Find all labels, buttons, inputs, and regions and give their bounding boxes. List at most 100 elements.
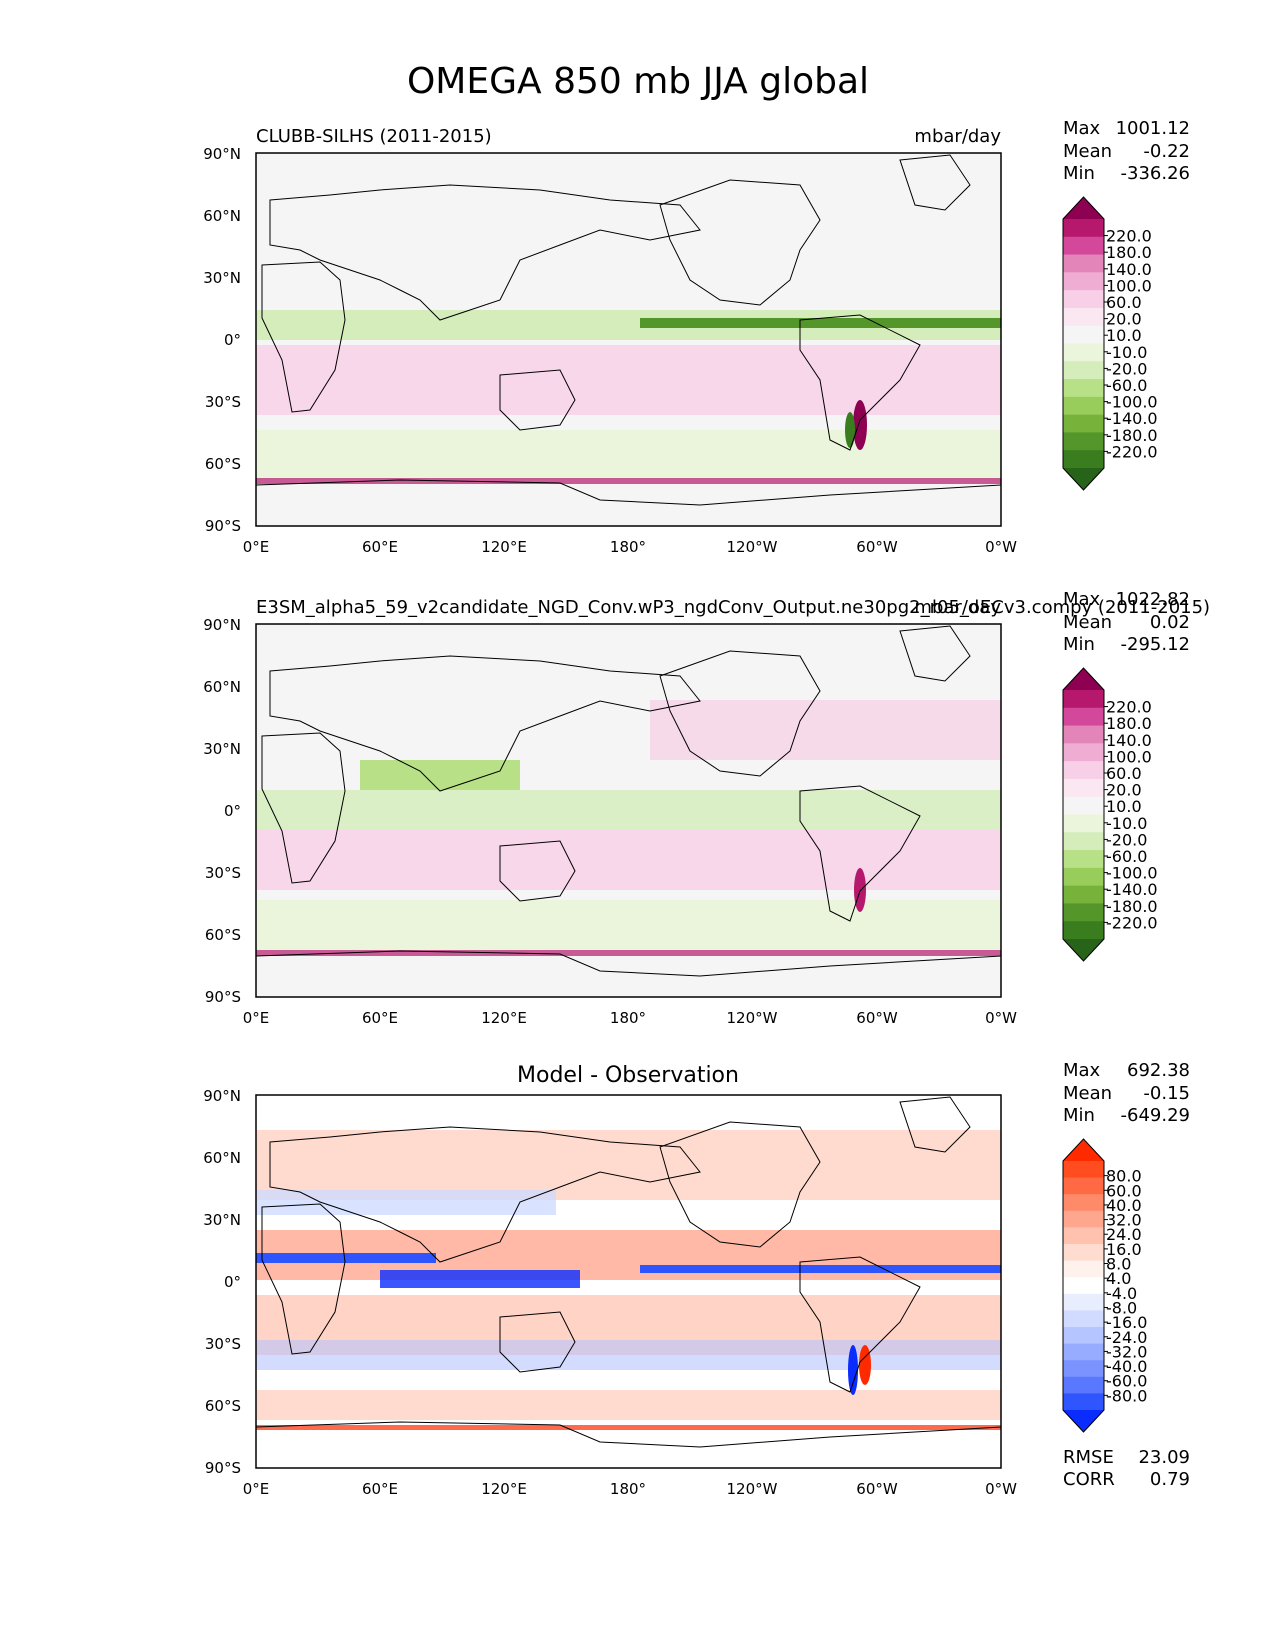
colorbar-segment	[1063, 921, 1104, 940]
lat-tick: 60°S	[205, 455, 241, 473]
colorbar-segment	[1063, 1194, 1104, 1212]
map-difference	[256, 1095, 1001, 1468]
map-reference-subtrop-north	[650, 700, 1001, 760]
lat-tick: 90°N	[203, 616, 241, 634]
colorbar-segment	[1063, 379, 1104, 398]
colorbar-segment	[1063, 690, 1104, 709]
colorbar-tick-label: -8.0	[1106, 1298, 1137, 1317]
map-difference-lat-ticks: 90°N 60°N 30°N 0° 30°S 60°S 90°S	[203, 1087, 241, 1477]
colorbar-segment	[1063, 254, 1104, 273]
lat-tick: 30°N	[203, 1211, 241, 1229]
stats-max-value: 1022.82	[1116, 589, 1190, 610]
map-test-frame	[255, 152, 1002, 527]
panel-difference: Model - Observation	[203, 1060, 1190, 1498]
colorbar-tick-label: -100.0	[1106, 864, 1158, 883]
colorbar-segment	[1063, 1177, 1104, 1195]
colorbar-segment	[1063, 761, 1104, 780]
map-test-coastlines	[256, 154, 1001, 506]
lat-tick: 60°N	[203, 207, 241, 225]
colorbar-tick-label: -10.0	[1106, 814, 1147, 833]
lat-tick: 60°N	[203, 678, 241, 696]
lat-tick: 30°S	[205, 1335, 241, 1353]
colorbar-segment	[1063, 850, 1104, 869]
colorbar-tick-label: -4.0	[1106, 1284, 1137, 1303]
colorbar-segment	[1063, 796, 1104, 815]
stats-max-label: Max	[1063, 118, 1101, 139]
colorbar-segment	[1063, 325, 1104, 344]
stats-max-value: 692.38	[1127, 1060, 1190, 1081]
stats-mean-value: -0.22	[1143, 141, 1190, 162]
colorbar-tick-label: -60.0	[1106, 847, 1147, 866]
map-reference-itcz-band	[256, 790, 1001, 830]
colorbar-tick-label: 8.0	[1106, 1255, 1131, 1274]
colorbar-tick-label: -80.0	[1106, 1386, 1147, 1405]
stats-reference: Max 1022.82 Mean 0.02 Min -295.12	[1063, 589, 1190, 655]
lon-tick: 180°	[610, 1009, 646, 1027]
panel-test: CLUBB-SILHS (2011-2015) mbar/day 90	[203, 118, 1190, 556]
colorbar-tick-label: -24.0	[1106, 1328, 1147, 1347]
map-test-storm-track	[256, 430, 1001, 480]
lat-tick: 90°N	[203, 145, 241, 163]
colorbar-segment	[1063, 743, 1104, 762]
map-test	[256, 153, 1001, 526]
stats-min-label: Min	[1063, 634, 1095, 655]
stats-mean-value: 0.02	[1150, 612, 1190, 633]
colorbar-tick-label: -180.0	[1106, 426, 1158, 445]
lat-tick: 60°S	[205, 926, 241, 944]
colorbar-segment	[1063, 1210, 1104, 1228]
lon-tick: 120°W	[727, 538, 778, 556]
colorbar-segment	[1063, 361, 1104, 380]
lat-tick: 30°S	[205, 864, 241, 882]
map-difference-itcz-blue	[256, 1253, 436, 1263]
map-reference-lon-ticks: 0°E 60°E 120°E 180° 120°W 60°W 0°W	[243, 1009, 1017, 1027]
lon-tick: 60°W	[856, 1009, 898, 1027]
lat-tick: 30°S	[205, 393, 241, 411]
map-reference	[256, 624, 1001, 997]
stats-max-value: 1001.12	[1116, 118, 1190, 139]
colorbar-tick-label: 60.0	[1106, 764, 1142, 783]
colorbar-tick-label: -220.0	[1106, 442, 1158, 461]
colorbar-tick-label: -10.0	[1106, 343, 1147, 362]
stats-min-value: -336.26	[1121, 163, 1190, 184]
lat-tick: 30°N	[203, 740, 241, 758]
lon-tick: 0°W	[985, 538, 1017, 556]
lon-tick: 180°	[610, 1480, 646, 1498]
colorbar-segment	[1063, 1161, 1104, 1179]
colorbar-tick-label: -60.0	[1106, 1372, 1147, 1391]
map-test-itcz-core	[640, 318, 1001, 328]
map-difference-andes-red	[859, 1345, 871, 1385]
lat-tick: 60°N	[203, 1149, 241, 1167]
map-difference-coastlines	[256, 1096, 1001, 1448]
map-difference-south-blue	[256, 1340, 1001, 1370]
lon-tick: 0°W	[985, 1009, 1017, 1027]
colorbar-segment	[1063, 707, 1104, 727]
stats-test: Max 1001.12 Mean -0.22 Min -336.26	[1063, 118, 1190, 184]
colorbar-extend-top	[1063, 1139, 1104, 1161]
stats-mean-label: Mean	[1063, 612, 1112, 633]
map-test-andes-max	[853, 400, 867, 450]
colorbar-segment	[1063, 343, 1104, 362]
colorbar-test: 220.0180.0140.0100.060.020.010.0-10.0-20…	[1062, 196, 1158, 491]
colorbar-outline	[1062, 667, 1105, 962]
panel-reference-left-label: E3SM_alpha5_59_v2candidate_NGD_Conv.wP3_…	[256, 597, 1210, 618]
colorbar-tick-label: 20.0	[1106, 310, 1142, 329]
colorbar-segment	[1063, 832, 1104, 851]
colorbar-tick-label: 80.0	[1106, 1167, 1142, 1186]
lon-tick: 120°W	[727, 1009, 778, 1027]
colorbar-tick-label: 220.0	[1106, 698, 1152, 717]
colorbar-extend-top	[1063, 197, 1104, 219]
colorbar-tick-label: -32.0	[1106, 1342, 1147, 1361]
colorbar-segment	[1063, 1260, 1104, 1278]
stats-mean-label: Mean	[1063, 1083, 1112, 1104]
map-difference-lon-ticks: 0°E 60°E 120°E 180° 120°W 60°W 0°W	[243, 1480, 1017, 1498]
colorbar-tick-label: 24.0	[1106, 1225, 1142, 1244]
map-difference-equator-blue	[380, 1270, 580, 1288]
lon-tick: 120°W	[727, 1480, 778, 1498]
colorbar-tick-label: 180.0	[1106, 243, 1152, 262]
colorbar-extend-bottom	[1063, 1410, 1104, 1432]
map-reference-storm-track	[256, 900, 1001, 950]
colorbar-tick-label: -20.0	[1106, 359, 1147, 378]
map-reference-lat-ticks: 90°N 60°N 30°N 0° 30°S 60°S 90°S	[203, 616, 241, 1006]
map-test-antarctic-edge	[256, 478, 1001, 484]
